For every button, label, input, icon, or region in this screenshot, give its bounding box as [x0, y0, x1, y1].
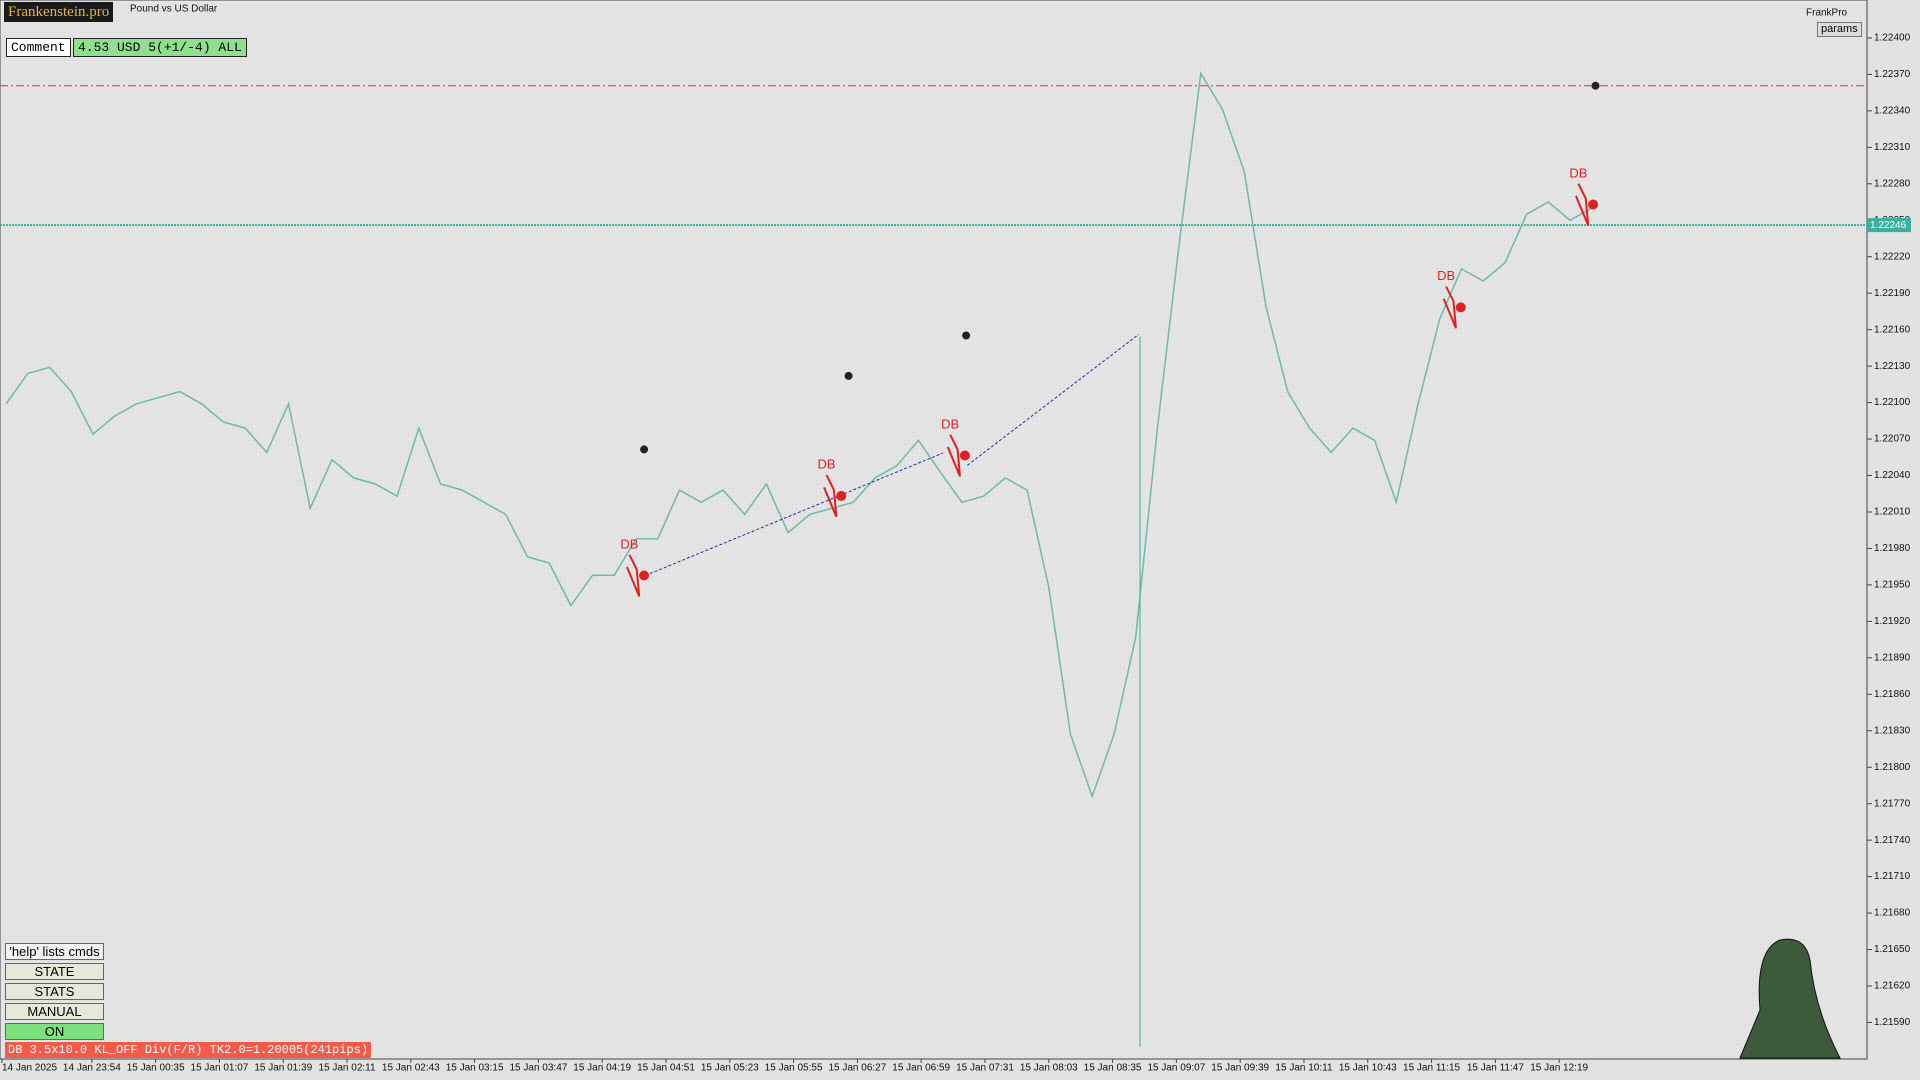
time-label: 15 Jan 10:43	[1339, 1063, 1397, 1074]
time-label: 15 Jan 04:19	[573, 1063, 631, 1074]
db-pattern	[823, 474, 838, 518]
price-label: 1.21980	[1874, 543, 1911, 554]
price-label: 1.22400	[1874, 33, 1911, 44]
price-label: 1.22280	[1874, 178, 1911, 189]
price-label: 1.21710	[1874, 871, 1911, 882]
time-label: 15 Jan 03:47	[509, 1063, 567, 1074]
db-pattern	[1442, 286, 1457, 329]
status-bar: DB 3.5x10.0 KL_OFF Div(F/R) TK2.0=1.2000…	[5, 1042, 372, 1058]
trade-arrow	[967, 333, 1140, 466]
time-label: 15 Jan 06:27	[828, 1063, 886, 1074]
time-label: 15 Jan 04:51	[637, 1063, 695, 1074]
stats-button[interactable]: STATS	[5, 983, 104, 1000]
time-label: 15 Jan 03:15	[446, 1063, 504, 1074]
price-label: 1.21860	[1874, 689, 1911, 700]
state-button[interactable]: STATE	[5, 963, 104, 980]
time-label: 15 Jan 12:19	[1530, 1063, 1588, 1074]
time-label: 15 Jan 11:15	[1403, 1063, 1461, 1074]
db-pattern	[946, 434, 962, 477]
db-marker	[1455, 302, 1466, 313]
current-price-tag	[1867, 218, 1911, 233]
db-label: DB	[620, 536, 638, 551]
time-label: 15 Jan 07:31	[956, 1063, 1014, 1074]
price-label: 1.21620	[1874, 981, 1911, 992]
time-label: 15 Jan 08:35	[1084, 1063, 1142, 1074]
brand: FrankPro	[1806, 8, 1848, 19]
db-marker	[836, 490, 847, 501]
skull-icon	[1591, 81, 1600, 90]
time-label: 15 Jan 11:47	[1467, 1063, 1525, 1074]
db-marker	[639, 570, 650, 581]
time-label: 15 Jan 01:07	[191, 1063, 249, 1074]
time-label: 15 Jan 01:39	[254, 1063, 312, 1074]
price-label: 1.22130	[1874, 361, 1911, 372]
time-label: 15 Jan 00:35	[127, 1063, 185, 1074]
price-label: 1.21890	[1874, 652, 1911, 663]
time-label: 15 Jan 05:55	[765, 1063, 823, 1074]
db-label: DB	[1437, 268, 1455, 283]
price-label: 1.22220	[1874, 251, 1911, 262]
price-label: 1.22070	[1874, 434, 1911, 445]
price-label: 1.21950	[1874, 580, 1911, 591]
skull-icon	[844, 371, 853, 380]
price-label: 1.21800	[1874, 762, 1911, 773]
price-label: 1.21590	[1874, 1017, 1911, 1028]
price-label: 1.22310	[1874, 142, 1911, 153]
db-pattern	[626, 554, 641, 597]
price-label: 1.21650	[1874, 944, 1911, 955]
status-text: 3.5x10.0 KL_OFF Div(F/R) TK2.0=1.20005(2…	[29, 1043, 369, 1057]
time-label: 15 Jan 10:11	[1275, 1063, 1333, 1074]
skull-icon	[640, 445, 649, 454]
price-label: 1.21830	[1874, 725, 1911, 736]
price-label: 1.22370	[1874, 69, 1911, 80]
price-label: 1.22160	[1874, 324, 1911, 335]
time-label: 15 Jan 02:11	[318, 1063, 376, 1074]
manual-button[interactable]: MANUAL	[5, 1003, 104, 1020]
time-label: 14 Jan 2025	[2, 1063, 57, 1074]
price-label: 1.22040	[1874, 470, 1911, 481]
time-label: 15 Jan 02:43	[382, 1063, 440, 1074]
price-label: 1.22340	[1874, 106, 1911, 117]
time-label: 15 Jan 06:59	[892, 1063, 950, 1074]
db-marker	[1588, 199, 1599, 210]
status-tag: DB	[8, 1043, 23, 1057]
price-label: 1.21680	[1874, 908, 1911, 919]
time-label: 15 Jan 09:39	[1211, 1063, 1269, 1074]
symbol-title: Pound vs US Dollar	[130, 4, 218, 15]
price-line	[5, 70, 1593, 799]
time-label: 15 Jan 05:23	[701, 1063, 759, 1074]
on-button[interactable]: ON	[5, 1023, 104, 1040]
current-price-label: 1.22246	[1870, 220, 1907, 231]
help-button[interactable]: 'help' lists cmds	[5, 943, 104, 960]
price-label: 1.22190	[1874, 288, 1911, 299]
price-label: 1.21740	[1874, 835, 1911, 846]
price-label: 1.22010	[1874, 507, 1911, 518]
trade-arrow	[645, 452, 944, 576]
time-label: 15 Jan 09:07	[1147, 1063, 1205, 1074]
skull-icon	[962, 331, 971, 340]
db-label: DB	[1569, 165, 1587, 180]
comment-label: Comment	[6, 38, 71, 57]
mascot	[1739, 938, 1841, 1059]
logo: Frankenstein.pro	[4, 2, 114, 22]
db-label: DB	[818, 457, 836, 472]
db-marker	[959, 450, 970, 461]
time-label: 15 Jan 08:03	[1020, 1063, 1078, 1074]
params-button[interactable]: params	[1817, 22, 1862, 37]
price-label: 1.21770	[1874, 798, 1911, 809]
price-label: 1.22100	[1874, 397, 1911, 408]
time-label: 14 Jan 23:54	[63, 1063, 121, 1074]
price-label: 1.21920	[1874, 616, 1911, 627]
comment-value: 4.53 USD 5(+1/-4) ALL	[73, 38, 247, 57]
db-label: DB	[941, 416, 959, 431]
plot-area	[0, 0, 1868, 1060]
db-pattern	[1575, 183, 1590, 226]
